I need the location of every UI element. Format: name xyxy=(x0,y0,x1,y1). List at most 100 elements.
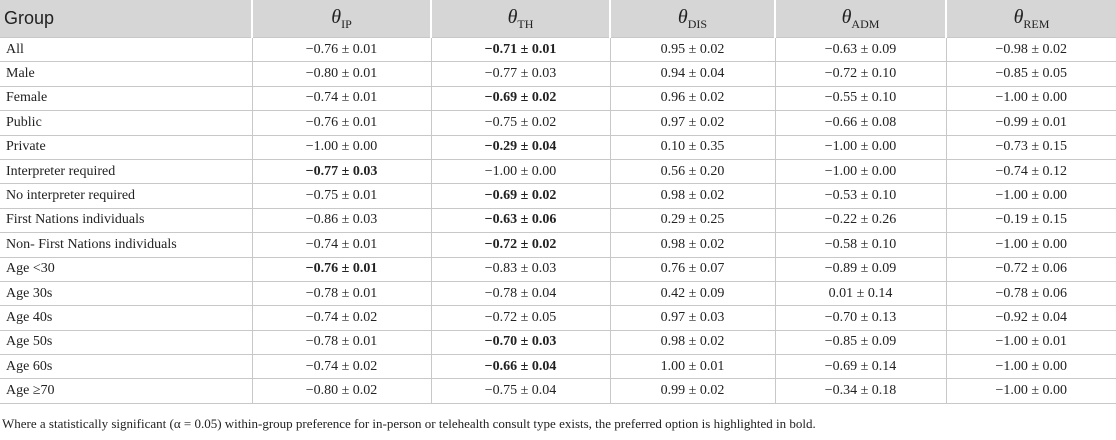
value-cell: −0.69 ± 0.02 xyxy=(430,183,611,209)
value-cell: −0.63 ± 0.09 xyxy=(774,36,947,63)
group-cell: Female xyxy=(0,85,253,112)
table-row: All −0.76 ± 0.01 −0.71 ± 0.01 0.95 ± 0.02 −0… xyxy=(0,36,1116,63)
header-subscript: REM xyxy=(1023,16,1050,31)
value-cell: −0.89 ± 0.09 xyxy=(774,256,947,282)
header-symbol: θIP xyxy=(331,5,352,31)
group-cell: Age 60s xyxy=(0,354,253,380)
table-row: Private −1.00 ± 0.00 −0.29 ± 0.04 0.10 ± 0.… xyxy=(0,134,1116,160)
group-cell: Age 50s xyxy=(0,329,253,356)
group-cell: Age ≥70 xyxy=(0,378,253,404)
value-cell: 0.99 ± 0.02 xyxy=(609,378,776,404)
value-cell: −0.72 ± 0.10 xyxy=(774,61,947,87)
group-cell: Public xyxy=(0,110,253,136)
value-cell: −0.86 ± 0.03 xyxy=(251,207,432,234)
table-row: Interpreter required −0.77 ± 0.03 −1.00 ± … xyxy=(0,158,1116,185)
header-symbol: θREM xyxy=(1013,5,1050,31)
footnote: Where a statistically significant (α = 0… xyxy=(2,415,816,431)
value-cell: −1.00 ± 0.00 xyxy=(945,183,1116,209)
table-row: Age 30s −0.78 ± 0.01 −0.78 ± 0.04 0.42 ± 0.… xyxy=(0,280,1116,307)
data-table: Group θIP θTH θDIS θADM θREM All −0.76 ± 0.01−… xyxy=(0,0,1116,404)
table-row: Public −0.76 ± 0.01 −0.75 ± 0.02 0.97 ± 0.0… xyxy=(0,110,1116,136)
value-cell: −0.77 ± 0.03 xyxy=(251,158,432,185)
value-cell: −0.75 ± 0.01 xyxy=(251,183,432,209)
header-subscript: TH xyxy=(517,16,534,31)
value-cell: 0.42 ± 0.09 xyxy=(609,280,776,307)
value-cell: −1.00 ± 0.00 xyxy=(945,378,1116,404)
value-cell: −0.71 ± 0.01 xyxy=(430,36,611,63)
value-cell: −0.58 ± 0.10 xyxy=(774,232,947,258)
value-cell: −0.69 ± 0.14 xyxy=(774,354,947,380)
value-cell: −0.34 ± 0.18 xyxy=(774,378,947,404)
value-cell: −0.74 ± 0.01 xyxy=(251,85,432,112)
value-cell: −0.74 ± 0.02 xyxy=(251,305,432,331)
value-cell: 0.10 ± 0.35 xyxy=(609,134,776,160)
value-cell: −0.53 ± 0.10 xyxy=(774,183,947,209)
table-row: Age 50s −0.78 ± 0.01 −0.70 ± 0.03 0.98 ± 0.… xyxy=(0,329,1116,356)
value-cell: −0.70 ± 0.03 xyxy=(430,329,611,356)
group-cell: No interpreter required xyxy=(0,183,253,209)
value-cell: −0.74 ± 0.02 xyxy=(251,354,432,380)
value-cell: −0.73 ± 0.15 xyxy=(945,134,1116,160)
value-cell: −0.72 ± 0.02 xyxy=(430,232,611,258)
value-cell: −1.00 ± 0.00 xyxy=(251,134,432,160)
group-cell: Age 30s xyxy=(0,280,253,307)
value-cell: −0.78 ± 0.01 xyxy=(251,280,432,307)
value-cell: −0.74 ± 0.01 xyxy=(251,232,432,258)
value-cell: −0.85 ± 0.05 xyxy=(945,61,1116,87)
column-header: θTH xyxy=(430,0,610,38)
value-cell: −0.69 ± 0.02 xyxy=(430,85,611,112)
table-row: No interpreter required −0.75 ± 0.01 −0.69… xyxy=(0,183,1116,209)
value-cell: 0.98 ± 0.02 xyxy=(609,329,776,356)
column-header: θDIS xyxy=(609,0,775,38)
table-body: All −0.76 ± 0.01 −0.71 ± 0.01 0.95 ± 0.02 −0… xyxy=(0,36,1116,404)
value-cell: 0.97 ± 0.03 xyxy=(609,305,776,331)
value-cell: −0.80 ± 0.01 xyxy=(251,61,432,87)
value-cell: 0.98 ± 0.02 xyxy=(609,232,776,258)
value-cell: 0.01 ± 0.14 xyxy=(774,280,947,307)
value-cell: −0.92 ± 0.04 xyxy=(945,305,1116,331)
value-cell: −0.75 ± 0.04 xyxy=(430,378,611,404)
group-cell: Age <30 xyxy=(0,256,253,282)
group-cell: Age 40s xyxy=(0,305,253,331)
value-cell: −0.63 ± 0.06 xyxy=(430,207,611,234)
table-row: Age ≥70 −0.80 ± 0.02 −0.75 ± 0.04 0.99 ± 0.… xyxy=(0,378,1116,404)
value-cell: −0.72 ± 0.05 xyxy=(430,305,611,331)
value-cell: −0.55 ± 0.10 xyxy=(774,85,947,112)
value-cell: −0.80 ± 0.02 xyxy=(251,378,432,404)
group-cell: Non- First Nations individuals xyxy=(0,232,253,258)
group-cell: All xyxy=(0,36,253,63)
header-subscript: DIS xyxy=(687,16,708,31)
value-cell: −0.66 ± 0.04 xyxy=(430,354,611,380)
group-cell: Private xyxy=(0,134,253,160)
header-subscript: ADM xyxy=(851,16,880,31)
column-header: Group xyxy=(0,0,252,38)
header-symbol: θADM xyxy=(841,5,880,31)
value-cell: −1.00 ± 0.00 xyxy=(430,158,611,185)
header-subscript: IP xyxy=(341,16,352,31)
table-row: Female −0.74 ± 0.01 −0.69 ± 0.02 0.96 ± 0.0… xyxy=(0,85,1116,112)
value-cell: −0.70 ± 0.13 xyxy=(774,305,947,331)
value-cell: −0.29 ± 0.04 xyxy=(430,134,611,160)
value-cell: −0.76 ± 0.01 xyxy=(251,256,432,282)
table-row: Age 60s −0.74 ± 0.02 −0.66 ± 0.04 1.00 ± 0.… xyxy=(0,354,1116,380)
value-cell: 0.56 ± 0.20 xyxy=(609,158,776,185)
value-cell: 0.96 ± 0.02 xyxy=(609,85,776,112)
value-cell: −1.00 ± 0.01 xyxy=(945,329,1116,356)
value-cell: 0.97 ± 0.02 xyxy=(609,110,776,136)
table-row: Non- First Nations individuals −0.74 ± 0.… xyxy=(0,232,1116,258)
group-cell: Interpreter required xyxy=(0,158,253,185)
column-header: θREM xyxy=(945,0,1116,38)
value-cell: −0.22 ± 0.26 xyxy=(774,207,947,234)
value-cell: −1.00 ± 0.00 xyxy=(774,134,947,160)
group-cell: Male xyxy=(0,61,253,87)
value-cell: −0.78 ± 0.04 xyxy=(430,280,611,307)
value-cell: −0.99 ± 0.01 xyxy=(945,110,1116,136)
value-cell: 0.98 ± 0.02 xyxy=(609,183,776,209)
header-row: Group θIP θTH θDIS θADM θREM xyxy=(0,0,1116,38)
table-row: First Nations individuals −0.86 ± 0.03 −0.… xyxy=(0,207,1116,234)
value-cell: −0.98 ± 0.02 xyxy=(945,36,1116,63)
value-cell: −0.66 ± 0.08 xyxy=(774,110,947,136)
value-cell: −0.72 ± 0.06 xyxy=(945,256,1116,282)
table-row: Age 40s −0.74 ± 0.02 −0.72 ± 0.05 0.97 ± 0.… xyxy=(0,305,1116,331)
